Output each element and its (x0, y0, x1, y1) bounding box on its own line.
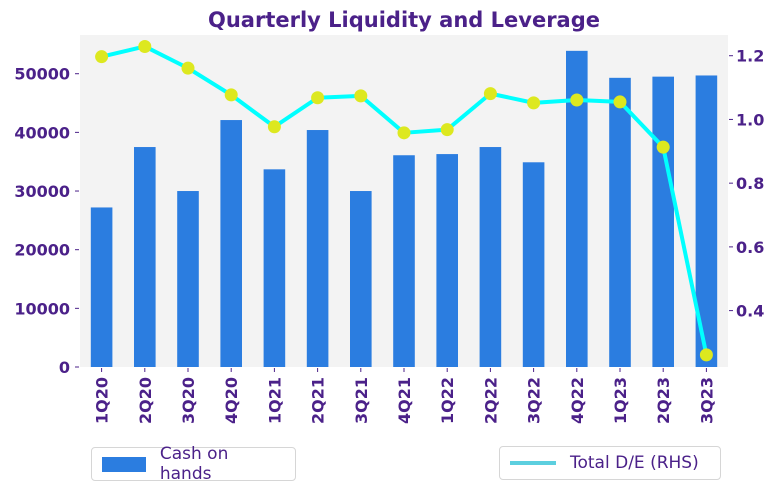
de-point-4Q20 (224, 88, 238, 102)
right-axis: 0.4 0.6 0.8 1.0 1.2 (729, 47, 764, 321)
bar-3Q22 (522, 162, 545, 367)
x-tick-label: 1Q22 (438, 377, 457, 424)
de-point-1Q22 (440, 123, 454, 137)
right-tick-label: 0.6 (736, 238, 764, 257)
bar-3Q20 (177, 191, 199, 367)
de-point-3Q20 (181, 61, 195, 75)
de-point-2Q21 (311, 91, 325, 105)
right-tick-label: 0.4 (736, 302, 764, 321)
right-tick-label: 1.2 (736, 47, 764, 66)
bar-3Q21 (350, 191, 372, 367)
bar-1Q22 (436, 154, 458, 367)
x-tick-label: 3Q22 (525, 377, 544, 424)
bar-2Q21 (306, 130, 329, 367)
de-point-3Q23 (699, 348, 713, 362)
bar-4Q21 (393, 155, 415, 367)
left-axis: 0 10000 20000 30000 40000 50000 (14, 65, 79, 377)
left-tick-label: 40000 (14, 123, 70, 142)
bar-4Q22 (566, 50, 588, 367)
legend-line-swatch (510, 461, 556, 465)
x-tick-label: 2Q20 (136, 377, 155, 424)
x-axis: 1Q20 2Q20 3Q20 4Q20 1Q21 2Q21 3Q21 4Q21 1Q22 2Q22… (93, 368, 716, 424)
de-point-1Q20 (95, 50, 109, 64)
bar-2Q23 (652, 76, 674, 368)
bar-1Q20 (90, 207, 113, 367)
de-point-1Q23 (613, 95, 627, 109)
legend-cash-label: Cash on hands (159, 444, 229, 484)
bar-series (90, 50, 718, 368)
de-point-3Q22 (527, 96, 541, 110)
bar-2Q22 (479, 147, 502, 367)
de-point-4Q21 (397, 126, 411, 140)
bar-3Q23 (695, 75, 718, 367)
legend-de-label: Total D/E (RHS) (570, 453, 699, 473)
x-tick-label: 2Q22 (481, 377, 500, 424)
x-tick-label: 1Q23 (611, 377, 630, 424)
x-tick-label: 3Q23 (697, 377, 716, 424)
de-point-2Q23 (656, 140, 670, 154)
bar-1Q23 (609, 77, 631, 367)
legend-de: Total D/E (RHS) (499, 446, 721, 480)
line-series (95, 39, 713, 362)
left-tick-label: 30000 (14, 182, 70, 201)
legend-cash: Cash on hands (91, 444, 296, 484)
right-tick-label: 0.8 (736, 174, 764, 193)
right-tick-label: 1.0 (736, 110, 764, 129)
x-tick-label: 4Q21 (395, 377, 414, 424)
de-point-2Q22 (483, 87, 497, 101)
bar-2Q20 (134, 147, 156, 367)
x-tick-label: 3Q20 (179, 377, 198, 424)
bar-4Q20 (220, 120, 242, 367)
x-tick-label: 3Q21 (352, 377, 371, 424)
de-point-1Q21 (267, 120, 281, 134)
x-tick-label: 2Q23 (654, 377, 673, 424)
legend-bar-swatch (102, 456, 146, 472)
x-tick-label: 1Q20 (93, 377, 112, 424)
left-tick-label: 20000 (14, 241, 70, 260)
left-tick-label: 0 (59, 358, 70, 377)
de-point-2Q20 (138, 39, 152, 53)
x-tick-label: 4Q20 (222, 377, 241, 424)
left-tick-label: 50000 (14, 65, 70, 84)
x-tick-label: 4Q22 (568, 377, 587, 424)
bar-1Q21 (263, 169, 286, 367)
x-tick-label: 1Q21 (265, 377, 284, 424)
x-tick-label: 2Q21 (309, 377, 328, 424)
chart-title: Quarterly Liquidity and Leverage (208, 8, 600, 32)
de-point-4Q22 (570, 93, 584, 107)
de-point-3Q21 (354, 89, 368, 103)
left-tick-label: 10000 (14, 299, 70, 318)
